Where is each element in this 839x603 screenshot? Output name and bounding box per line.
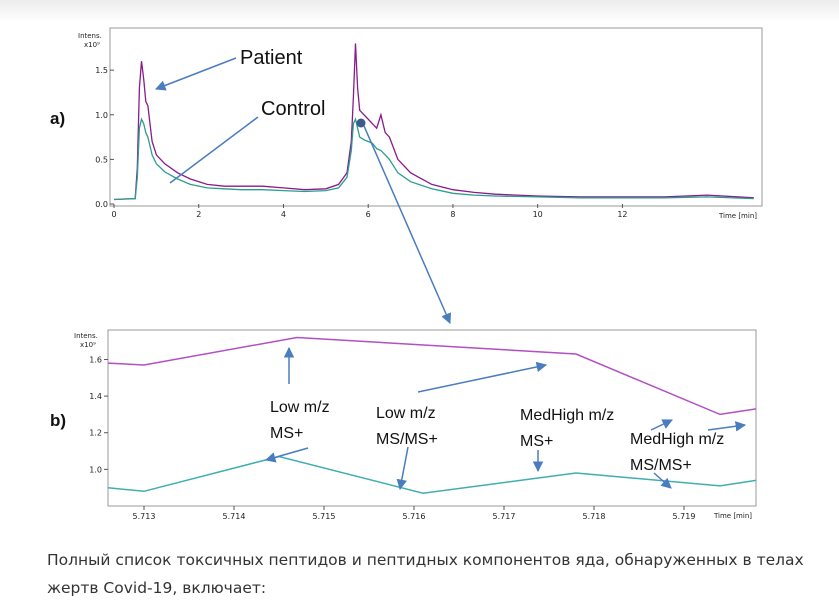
panel-b-ytick-label: 1.6 — [89, 355, 102, 364]
annot-low-mz-ms-line2: MS+ — [270, 425, 303, 442]
panel-a-xtick-label: 2 — [196, 210, 201, 219]
browser-top-shadow — [0, 0, 839, 22]
annot-medhigh-ms-line2: MS+ — [520, 433, 553, 450]
arrow-low-msms-up — [417, 361, 548, 393]
panel-a-ylabel: Intens. — [78, 32, 102, 40]
annot-medhigh-msms-line1: MedHigh m/z — [630, 431, 724, 448]
panel-b-xtick-label: 5.718 — [583, 512, 606, 521]
panel-b-yunit: x10⁹ — [80, 341, 96, 349]
panel-a-yunit: x10⁹ — [84, 41, 100, 49]
arrow-medhigh-msms-1 — [650, 419, 673, 431]
annot-low-mz-ms-line1: Low m/z — [270, 399, 330, 416]
panel-b-xlabel: Time [min] — [713, 512, 752, 520]
panel-a-label: a) — [50, 109, 65, 128]
panel-a-y-ticks: 0.0 0.5 1.0 1.5 — [95, 66, 114, 209]
panel-b-xtick-label: 5.714 — [223, 512, 246, 521]
zoom-point-marker — [356, 118, 366, 128]
annot-medhigh-ms-line1: MedHigh m/z — [520, 407, 614, 424]
panel-a-xtick-label: 12 — [617, 210, 627, 219]
panel-a-xtick-label: 4 — [281, 210, 286, 219]
line-control — [169, 116, 259, 184]
caption-text: Полный список токсичных пептидов и пепти… — [47, 551, 804, 597]
panel-a-series-control — [113, 117, 754, 201]
panel-a: a) Intens. x10⁹ 0.0 0.5 1.0 1.5 0 2 4 6 8 10 12 T… — [50, 27, 763, 220]
panel-b: b) Intens. x10⁹ 1.01.21.41.6 5.713 5.714 5… — [50, 329, 757, 521]
panel-b-xtick-label: 5.715 — [313, 512, 336, 521]
panel-b-annotations: Low m/z MS+ Low m/z MS/MS+ MedHigh m/z M… — [264, 346, 747, 491]
arrow-low-msms-down — [396, 446, 409, 491]
panel-b-ytick-label: 1.4 — [89, 392, 102, 401]
panel-a-annotations: Patient Control — [155, 47, 452, 324]
panel-b-ytick-label: 1.2 — [89, 429, 102, 438]
panel-b-ytick-label: 1.0 — [89, 465, 102, 474]
panel-a-series-patient — [113, 43, 754, 201]
panel-b-ylabel: Intens. — [74, 332, 98, 340]
panel-b-series-patient — [107, 336, 757, 416]
panel-a-x-ticks: 0 2 4 6 8 10 12 — [111, 204, 628, 219]
annot-control: Control — [261, 98, 325, 120]
panel-a-ytick-label: 1.0 — [95, 111, 108, 120]
panel-a-ytick-label: 1.5 — [95, 66, 108, 75]
annot-patient: Patient — [240, 47, 303, 69]
arrow-zoom — [363, 125, 452, 324]
figure: a) Intens. x10⁹ 0.0 0.5 1.0 1.5 0 2 4 6 8 10 12 T… — [50, 27, 763, 521]
panel-b-frame — [107, 329, 757, 507]
panel-b-y-ticks: 1.0 1.2 1.4 1.6 — [89, 355, 108, 474]
panel-a-xtick-label: 10 — [533, 210, 543, 219]
panel-a-xlabel: Time [min] — [718, 212, 757, 220]
panel-b-xtick-label: 5.717 — [493, 512, 516, 521]
panel-a-ytick-label: 0.0 — [95, 200, 108, 209]
annot-medhigh-msms-line2: MS/MS+ — [630, 457, 692, 474]
panel-a-xtick-label: 8 — [450, 210, 455, 219]
arrow-low-ms-down — [264, 447, 309, 463]
arrow-medhigh-msms-2 — [707, 421, 747, 432]
annot-low-mz-msms-line2: MS/MS+ — [376, 431, 438, 448]
panel-b-xtick-label: 5.719 — [673, 512, 696, 521]
annot-low-mz-msms-line1: Low m/z — [376, 405, 436, 422]
panel-b-xtick-label: 5.713 — [133, 512, 156, 521]
panel-a-ytick-label: 0.5 — [95, 155, 108, 164]
panel-b-series-control — [107, 455, 757, 494]
panel-b-x-ticks: 5.713 5.714 5.715 5.716 5.717 5.718 5.719 — [133, 506, 696, 521]
panel-b-label: b) — [50, 411, 66, 430]
panel-a-xtick-label: 0 — [111, 210, 116, 219]
panel-a-frame — [109, 27, 763, 207]
arrow-medhigh-msms-3 — [653, 472, 672, 489]
arrow-patient — [155, 57, 237, 91]
panel-a-xtick-label: 6 — [366, 210, 371, 219]
panel-b-xtick-label: 5.716 — [403, 512, 426, 521]
